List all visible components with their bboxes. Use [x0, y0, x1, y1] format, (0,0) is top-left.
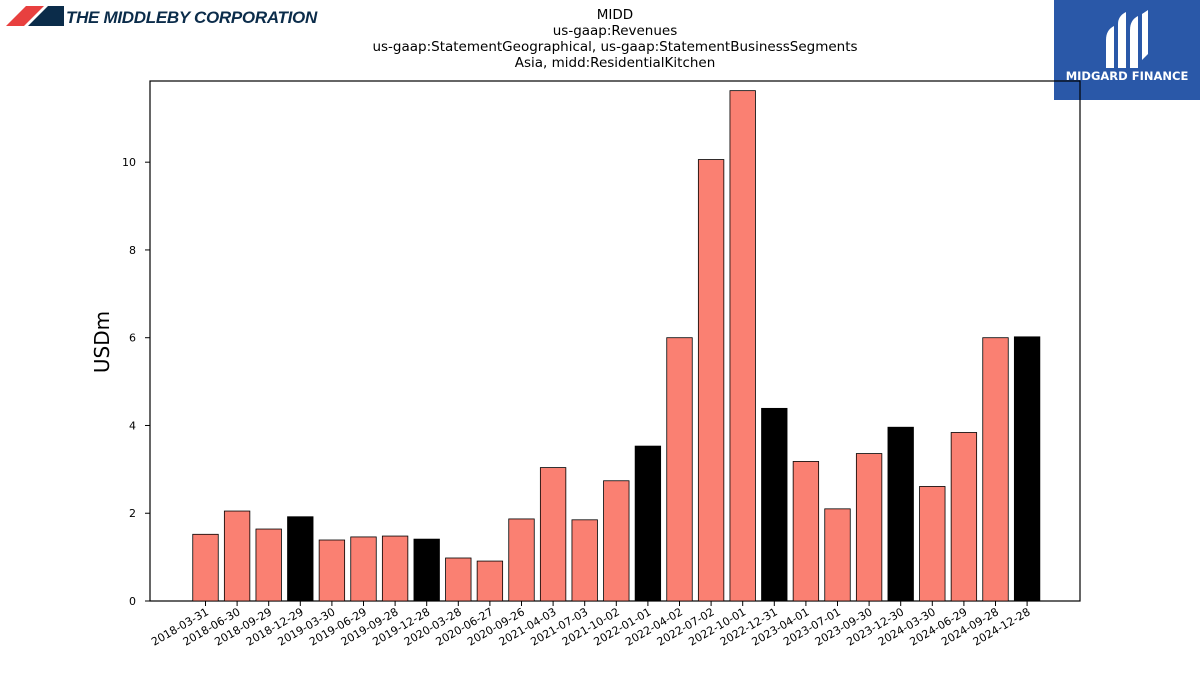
bar-2018-12-29	[287, 516, 314, 602]
chart-title-line-2: us-gaap:Revenues	[552, 23, 678, 39]
y-tick-label: 10	[122, 156, 136, 169]
company-logo-icon	[6, 6, 64, 26]
bar-2019-12-28	[413, 538, 440, 602]
bar-2022-12-31	[761, 407, 788, 602]
brand-logo: MIDGARD FINANCE	[1054, 0, 1200, 100]
y-tick-label: 8	[129, 244, 136, 257]
chart-title: MIDD us-gaap:Revenues us-gaap:StatementG…	[300, 7, 930, 71]
midgard-logo-icon	[1106, 10, 1148, 68]
bar-2019-09-28	[381, 535, 409, 602]
bar-2018-06-30	[223, 510, 251, 602]
bar-2019-03-30	[318, 539, 346, 602]
bar-2023-12-30	[887, 426, 914, 602]
bar-2018-09-29	[255, 528, 282, 602]
y-tick-label: 4	[129, 419, 136, 432]
company-name: THE MIDDLEBY CORPORATION	[66, 8, 317, 27]
bar-2020-03-28	[445, 557, 472, 602]
bar-2020-09-26	[508, 518, 535, 602]
bar-2024-06-29	[950, 432, 978, 602]
bar-2020-06-27	[476, 560, 504, 602]
bar-2019-06-29	[350, 536, 377, 602]
y-tick-label: 0	[129, 595, 136, 608]
chart-title-line-4: Asia, midd:ResidentialKitchen	[514, 55, 716, 71]
bar-2023-09-30	[855, 453, 883, 602]
bar-2022-01-01	[634, 445, 662, 602]
bar-2024-03-30	[919, 486, 946, 602]
y-tick-label: 6	[129, 332, 136, 345]
brand-name: MIDGARD FINANCE	[1065, 69, 1189, 83]
y-axis-label: USDm	[90, 311, 114, 373]
company-logo	[6, 6, 66, 28]
bar-2023-04-01	[792, 461, 820, 602]
chart-title-line-1: MIDD	[596, 7, 634, 23]
bar-2021-10-02	[603, 480, 630, 602]
bar-2024-09-28	[982, 337, 1009, 602]
bar-2022-10-01	[729, 90, 756, 602]
bar-2022-07-02	[697, 159, 725, 602]
chart-title-line-3: us-gaap:StatementGeographical, us-gaap:S…	[372, 39, 858, 55]
bar-2021-04-03	[539, 467, 567, 602]
bar-2022-04-02	[666, 337, 693, 602]
y-tick-label: 2	[129, 507, 136, 520]
bar-2024-12-28	[1013, 336, 1041, 602]
bar-2021-07-03	[571, 519, 598, 602]
bar-2018-03-31	[192, 533, 219, 602]
bar-2023-07-01	[824, 508, 851, 602]
